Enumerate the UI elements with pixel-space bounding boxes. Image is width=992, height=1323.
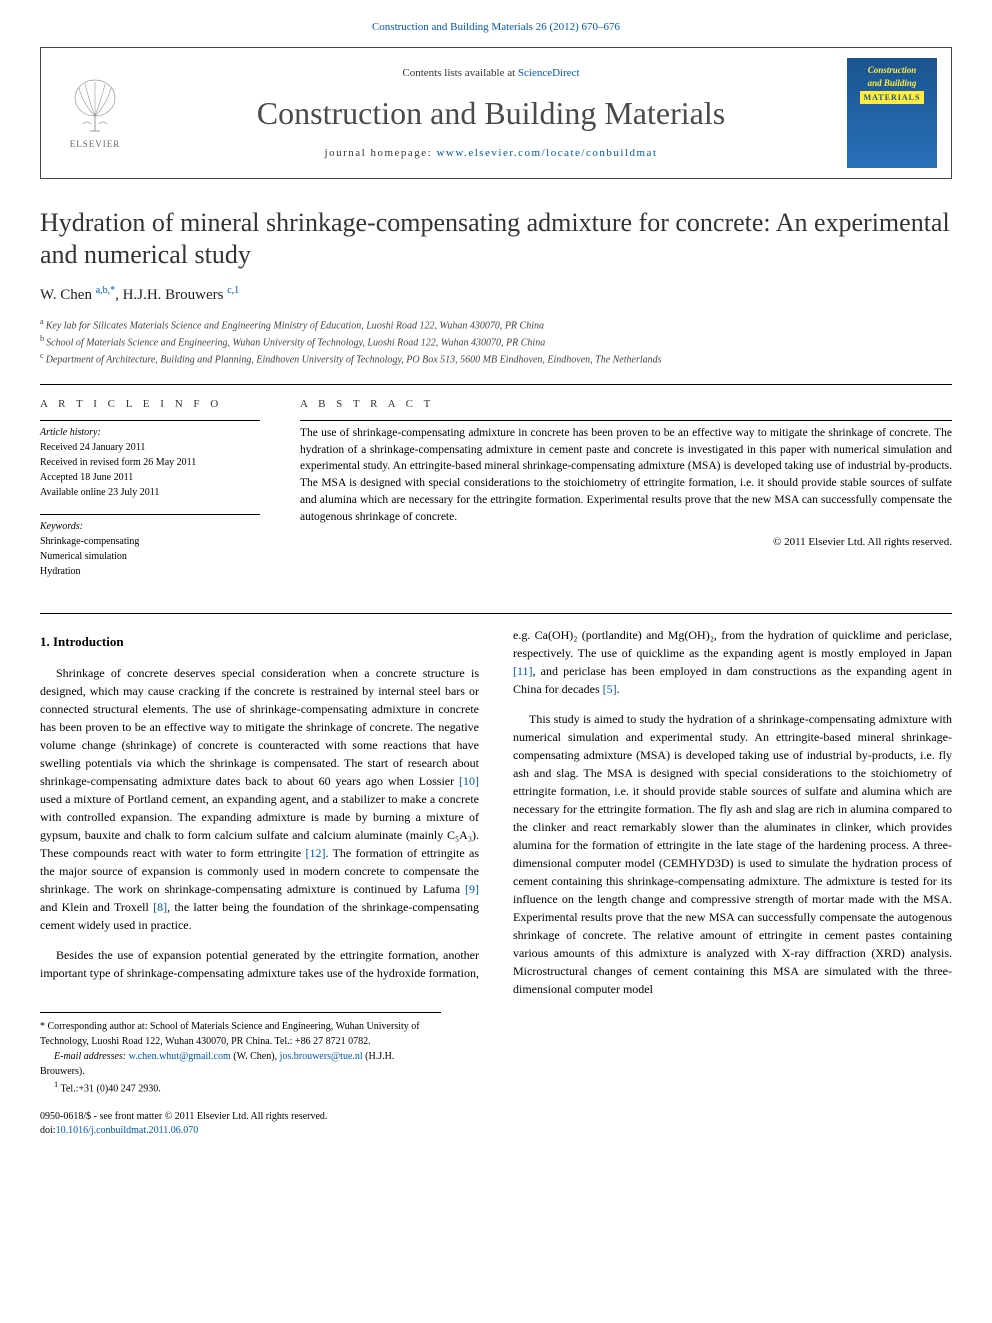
info-abstract-row: A R T I C L E I N F O Article history: R…	[40, 397, 952, 593]
keywords-block: Keywords: Shrinkage-compensating Numeric…	[40, 519, 260, 579]
cover-line2: and Building	[868, 77, 917, 90]
citation-link[interactable]: [12]	[306, 846, 326, 860]
journal-cover-thumbnail: Construction and Building MATERIALS	[847, 58, 937, 168]
article-info-column: A R T I C L E I N F O Article history: R…	[40, 397, 260, 593]
sciencedirect-link[interactable]: ScienceDirect	[518, 67, 580, 79]
journal-header: ELSEVIER Contents lists available at Sci…	[40, 47, 952, 179]
journal-ref-link[interactable]: Construction and Building Materials 26 (…	[372, 21, 620, 33]
elsevier-label: ELSEVIER	[70, 138, 121, 151]
page-footer: 0950-0618/$ - see front matter © 2011 El…	[40, 1110, 952, 1138]
journal-cover-block: Construction and Building MATERIALS	[847, 58, 937, 168]
accepted-date: Accepted 18 June 2011	[40, 470, 260, 485]
contents-prefix: Contents lists available at	[402, 67, 517, 79]
email-link[interactable]: w.chen.whut@gmail.com	[129, 1051, 231, 1062]
author-2: H.J.H. Brouwers	[123, 287, 224, 303]
divider	[300, 420, 952, 421]
section-heading-intro: 1. Introduction	[40, 632, 479, 652]
doi-link[interactable]: 10.1016/j.conbuildmat.2011.06.070	[56, 1125, 199, 1136]
abstract-text: The use of shrinkage-compensating admixt…	[300, 425, 952, 525]
keyword: Numerical simulation	[40, 549, 260, 564]
publisher-logo-block: ELSEVIER	[55, 76, 135, 151]
homepage-prefix: journal homepage:	[325, 147, 437, 159]
cover-line1: Construction	[868, 64, 917, 77]
email-addresses-line: E-mail addresses: w.chen.whut@gmail.com …	[40, 1049, 441, 1079]
abstract-heading: A B S T R A C T	[300, 397, 952, 412]
received-date: Received 24 January 2011	[40, 440, 260, 455]
divider	[40, 384, 952, 385]
doi-line: doi:10.1016/j.conbuildmat.2011.06.070	[40, 1124, 327, 1138]
elsevier-tree-icon	[65, 76, 125, 136]
author-1-affil-link[interactable]: a,b,	[96, 285, 110, 296]
divider	[40, 420, 260, 421]
article-history-block: Article history: Received 24 January 201…	[40, 425, 260, 500]
header-center: Contents lists available at ScienceDirec…	[135, 66, 847, 162]
author-2-affil-link[interactable]: c,1	[227, 285, 239, 296]
citation-link[interactable]: [9]	[465, 882, 479, 896]
authors-line: W. Chen a,b,*, H.J.H. Brouwers c,1	[40, 284, 952, 306]
cover-materials: MATERIALS	[860, 91, 925, 104]
keyword: Hydration	[40, 564, 260, 579]
author-sep: ,	[115, 287, 123, 303]
divider	[40, 514, 260, 515]
footer-left: 0950-0618/$ - see front matter © 2011 El…	[40, 1110, 327, 1138]
body-paragraph: Shrinkage of concrete deserves special c…	[40, 664, 479, 934]
article-body: 1. Introduction Shrinkage of concrete de…	[40, 626, 952, 998]
contents-available-line: Contents lists available at ScienceDirec…	[135, 66, 847, 81]
front-matter-line: 0950-0618/$ - see front matter © 2011 El…	[40, 1110, 327, 1124]
journal-reference: Construction and Building Materials 26 (…	[40, 20, 952, 35]
online-date: Available online 23 July 2011	[40, 485, 260, 500]
citation-link[interactable]: [10]	[459, 774, 479, 788]
affiliation-a: aKey lab for Silicates Materials Science…	[40, 316, 952, 333]
article-title: Hydration of mineral shrinkage-compensat…	[40, 207, 952, 269]
history-label: Article history:	[40, 425, 260, 440]
tel-note: 1 Tel.:+31 (0)40 247 2930.	[40, 1079, 441, 1096]
keyword: Shrinkage-compensating	[40, 534, 260, 549]
journal-homepage-line: journal homepage: www.elsevier.com/locat…	[135, 146, 847, 161]
affiliation-b: bSchool of Materials Science and Enginee…	[40, 333, 952, 350]
email-label: E-mail addresses:	[54, 1051, 129, 1062]
email-link[interactable]: jos.brouwers@tue.nl	[280, 1051, 363, 1062]
author-1: W. Chen	[40, 287, 92, 303]
affiliations-block: aKey lab for Silicates Materials Science…	[40, 316, 952, 368]
abstract-copyright: © 2011 Elsevier Ltd. All rights reserved…	[300, 535, 952, 550]
citation-link[interactable]: [11]	[513, 664, 533, 678]
corresponding-author-note: * Corresponding author at: School of Mat…	[40, 1019, 441, 1049]
body-paragraph: This study is aimed to study the hydrati…	[513, 710, 952, 998]
keywords-label: Keywords:	[40, 519, 260, 534]
footnotes-block: * Corresponding author at: School of Mat…	[40, 1012, 441, 1096]
article-info-heading: A R T I C L E I N F O	[40, 397, 260, 412]
divider	[40, 613, 952, 614]
journal-homepage-link[interactable]: www.elsevier.com/locate/conbuildmat	[436, 147, 657, 159]
citation-link[interactable]: [5]	[603, 682, 617, 696]
revised-date: Received in revised form 26 May 2011	[40, 455, 260, 470]
journal-title: Construction and Building Materials	[135, 91, 847, 136]
affiliation-c: cDepartment of Architecture, Building an…	[40, 350, 952, 367]
abstract-column: A B S T R A C T The use of shrinkage-com…	[300, 397, 952, 593]
citation-link[interactable]: [8]	[153, 900, 167, 914]
